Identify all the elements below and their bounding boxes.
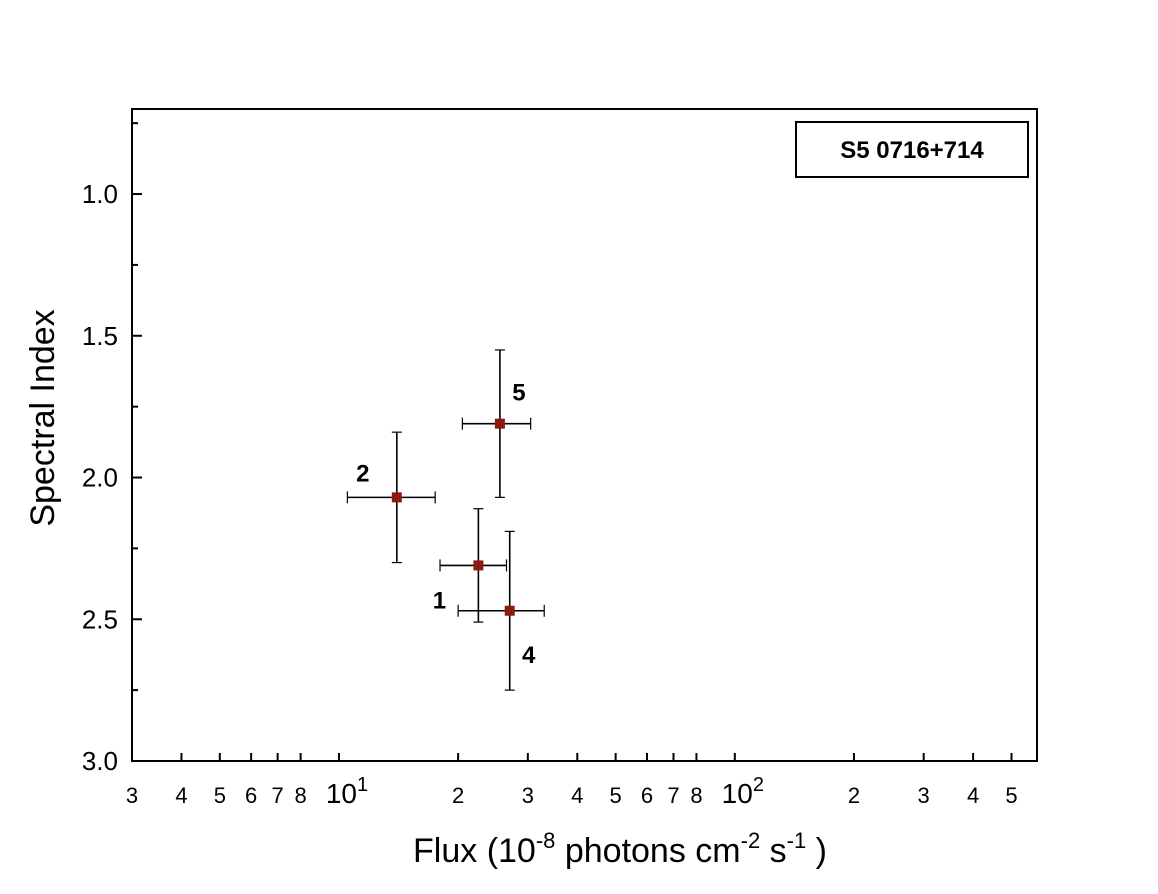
x-tick-label: 5 [214, 783, 226, 808]
data-point-label: 2 [356, 460, 369, 487]
x-tick-label: 4 [967, 783, 979, 808]
x-axis-title-mid: photons cm [555, 832, 740, 870]
x-tick-label-text: 10 [722, 778, 753, 809]
data-point-marker [391, 492, 402, 503]
x-tick-label-text: 4 [175, 783, 187, 808]
x-tick-label-text: 5 [1005, 783, 1017, 808]
data-point-marker [504, 605, 515, 616]
x-axis-title: Flux (10-8 photons cm-2 s-1 ) [413, 828, 827, 870]
x-tick-label-text: 5 [610, 783, 622, 808]
x-tick-label-text: 2 [848, 783, 860, 808]
x-tick-label: 6 [641, 783, 653, 808]
x-tick-label: 101 [326, 774, 368, 809]
x-tick-label-text: 10 [326, 778, 357, 809]
y-tick-label: 2.0 [82, 463, 118, 493]
x-tick-label: 8 [294, 783, 306, 808]
minor-ticks [132, 122, 138, 692]
x-tick-label-text: 6 [641, 783, 653, 808]
x-tick-label-text: 8 [294, 783, 306, 808]
x-axis-title-end: ) [806, 832, 827, 870]
x-tick-label: 4 [175, 783, 187, 808]
x-tick-label-text: 8 [690, 783, 702, 808]
x-tick-label-text: 2 [452, 783, 464, 808]
x-axis-ticks: 3 4 5 6 7 8 101 2 3 4 5 6 7 8 102 2 3 4 5 [126, 753, 1018, 809]
data-point-label: 1 [433, 587, 446, 614]
x-tick-label-text: 5 [214, 783, 226, 808]
x-tick-label-exponent: 2 [753, 774, 764, 796]
x-tick-label: 2 [848, 783, 860, 808]
data-point-marker [473, 560, 484, 571]
x-tick-label: 7 [272, 783, 284, 808]
x-tick-label: 102 [722, 774, 764, 809]
data-point-marker [494, 418, 505, 429]
y-tick-label: 1.0 [82, 179, 118, 209]
x-axis-title-exp1: -8 [536, 828, 556, 853]
x-tick-label-text: 4 [967, 783, 979, 808]
x-tick-label-text: 3 [126, 783, 138, 808]
x-tick-label: 5 [1005, 783, 1017, 808]
y-tick-label: 3.0 [82, 746, 118, 776]
x-tick-label: 3 [126, 783, 138, 808]
y-tick-label: 1.5 [82, 321, 118, 351]
x-axis-title-exp2: -2 [741, 828, 761, 853]
legend-box: S5 0716+714 [795, 121, 1029, 178]
x-tick-label: 5 [610, 783, 622, 808]
x-tick-label: 7 [667, 783, 679, 808]
x-tick-label-text: 7 [272, 783, 284, 808]
x-tick-label: 8 [690, 783, 702, 808]
x-axis-title-main: Flux (10 [413, 832, 536, 870]
y-axis-ticks: 1.0 1.5 2.0 2.5 3.0 [82, 179, 142, 776]
x-tick-label: 2 [452, 783, 464, 808]
x-tick-label-text: 3 [522, 783, 534, 808]
legend-label: S5 0716+714 [840, 137, 984, 164]
x-tick-label-text: 6 [245, 783, 257, 808]
x-tick-label-text: 3 [918, 783, 930, 808]
x-tick-label: 3 [522, 783, 534, 808]
x-tick-label: 3 [918, 783, 930, 808]
x-axis-title-mid2: s [760, 832, 786, 870]
data-point-label: 4 [522, 642, 536, 669]
data-points: 1 2 4 5 [346, 349, 545, 691]
data-point-label: 5 [512, 380, 525, 407]
x-tick-label: 6 [245, 783, 257, 808]
y-axis-title: Spectral Index [24, 309, 62, 526]
x-axis-title-exp3: -1 [787, 828, 807, 853]
x-tick-label-exponent: 1 [357, 774, 368, 796]
y-tick-label: 2.5 [82, 604, 118, 634]
plot-frame [131, 108, 1038, 762]
x-tick-label: 4 [571, 783, 583, 808]
x-tick-label-text: 4 [571, 783, 583, 808]
x-tick-label-text: 7 [667, 783, 679, 808]
